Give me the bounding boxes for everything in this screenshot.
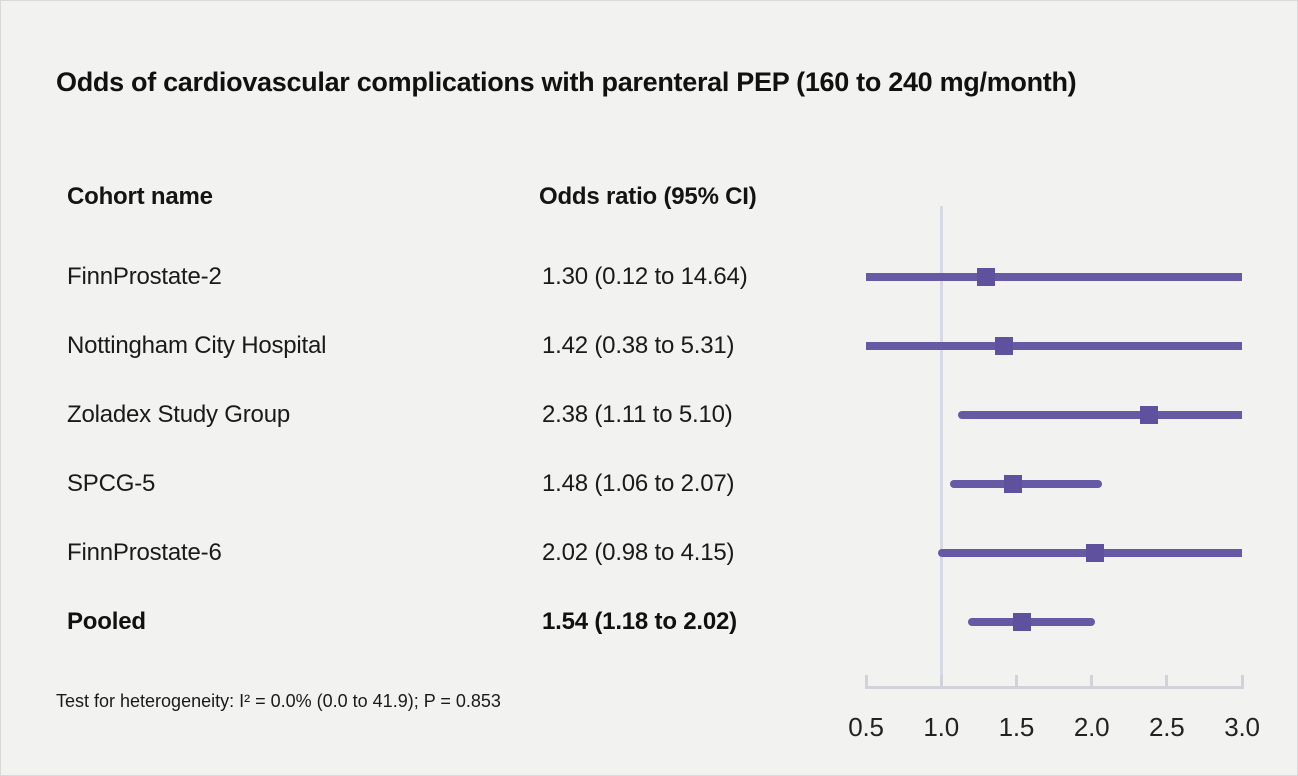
axis-tick-label: 0.5 (848, 712, 884, 742)
axis-tick (864, 675, 868, 689)
odds-ratio-value: 1.54 (1.18 to 2.02) (542, 608, 737, 635)
odds-ratio-value: 1.42 (0.38 to 5.31) (542, 332, 735, 359)
point-estimate-marker (1004, 475, 1023, 493)
cohort-name: Pooled (67, 608, 146, 635)
ci-line (866, 273, 1242, 281)
cohort-name: SPCG-5 (67, 470, 156, 497)
ci-line (957, 411, 1242, 419)
heterogeneity-note: Test for heterogeneity: I² = 0.0% (0.0 t… (56, 691, 501, 711)
axis-tick (1165, 675, 1169, 689)
point-estimate-marker (995, 337, 1014, 355)
ci-line (866, 342, 1242, 350)
column-header-cohort: Cohort name (67, 183, 213, 210)
axis-tick (1014, 675, 1018, 689)
axis-tick-label: 2.5 (1149, 712, 1185, 742)
figure-title: Odds of cardiovascular complications wit… (56, 67, 1077, 97)
axis-tick-label: 2.0 (1073, 712, 1110, 742)
column-header-odds-ratio: Odds ratio (95% CI) (539, 183, 757, 210)
point-estimate-marker (977, 268, 996, 286)
cohort-name: Nottingham City Hospital (67, 332, 327, 359)
ci-line (950, 480, 1103, 488)
odds-ratio-value: 1.30 (0.12 to 14.64) (542, 263, 748, 290)
point-estimate-marker (1085, 544, 1104, 562)
axis-tick-label: 3.0 (1224, 712, 1260, 742)
odds-ratio-value: 1.48 (1.06 to 2.07) (542, 470, 735, 497)
reference-line (939, 206, 943, 689)
ci-line (968, 618, 1095, 626)
axis-tick (1240, 675, 1244, 689)
odds-ratio-value: 2.02 (0.98 to 4.15) (542, 539, 735, 566)
cohort-name: FinnProstate-2 (67, 263, 222, 290)
axis-tick-label: 1.5 (998, 712, 1035, 742)
point-estimate-marker (1139, 406, 1158, 424)
odds-ratio-value: 2.38 (1.11 to 5.10) (542, 401, 733, 428)
cohort-name: Zoladex Study Group (67, 401, 290, 428)
axis-tick (1090, 675, 1094, 689)
x-axis (865, 686, 1244, 689)
axis-tick-label: 1.0 (923, 712, 959, 742)
axis-tick (939, 675, 943, 689)
point-estimate-marker (1013, 613, 1032, 631)
cohort-name: FinnProstate-6 (67, 539, 222, 566)
